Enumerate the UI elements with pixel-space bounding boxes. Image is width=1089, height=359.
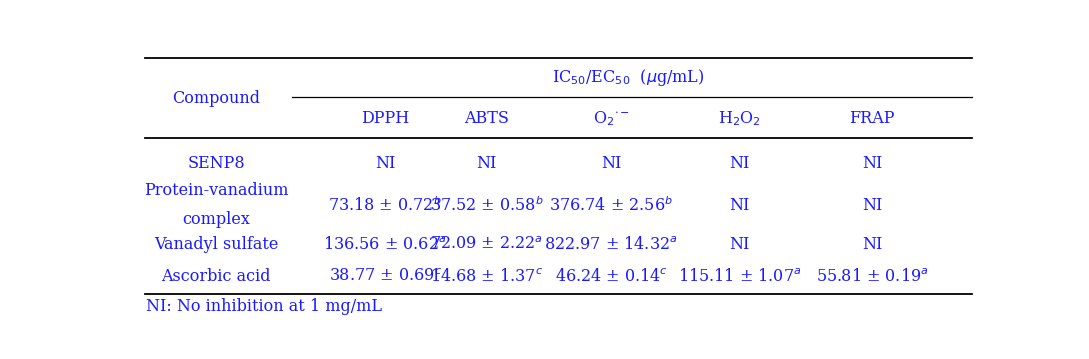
Text: NI: NI <box>730 236 749 253</box>
Text: NI: NI <box>730 197 749 214</box>
Text: 73.18 ± 0.72$^{b}$: 73.18 ± 0.72$^{b}$ <box>328 196 442 215</box>
Text: ABTS: ABTS <box>464 110 509 127</box>
Text: 376.74 ± 2.56$^{b}$: 376.74 ± 2.56$^{b}$ <box>549 196 673 215</box>
Text: 136.56 ± 0.62$^{a}$: 136.56 ± 0.62$^{a}$ <box>323 236 446 253</box>
Text: Ascorbic acid: Ascorbic acid <box>161 268 271 285</box>
Text: complex: complex <box>182 211 250 228</box>
Text: 55.81 ± 0.19$^{a}$: 55.81 ± 0.19$^{a}$ <box>816 268 929 285</box>
Text: NI: NI <box>476 155 497 172</box>
Text: 37.52 ± 0.58$^{b}$: 37.52 ± 0.58$^{b}$ <box>429 196 543 215</box>
Text: Protein-vanadium: Protein-vanadium <box>144 182 289 200</box>
Text: SENP8: SENP8 <box>187 155 245 172</box>
Text: Vanadyl sulfate: Vanadyl sulfate <box>155 236 279 253</box>
Text: NI: NI <box>861 236 882 253</box>
Text: NI: NI <box>375 155 395 172</box>
Text: 14.68 ± 1.37$^{c}$: 14.68 ± 1.37$^{c}$ <box>430 268 543 285</box>
Text: O$_2$$^{\cdot -}$: O$_2$$^{\cdot -}$ <box>592 109 629 127</box>
Text: NI: NI <box>601 155 622 172</box>
Text: 72.09 ± 2.22$^{a}$: 72.09 ± 2.22$^{a}$ <box>430 236 542 253</box>
Text: NI: NI <box>730 155 749 172</box>
Text: IC$_{50}$/EC$_{50}$  ($\mu$g/mL): IC$_{50}$/EC$_{50}$ ($\mu$g/mL) <box>552 67 705 88</box>
Text: 822.97 ± 14.32$^{a}$: 822.97 ± 14.32$^{a}$ <box>544 236 678 253</box>
Text: 115.11 ± 1.07$^{a}$: 115.11 ± 1.07$^{a}$ <box>677 268 802 285</box>
Text: H$_2$O$_2$: H$_2$O$_2$ <box>718 109 761 127</box>
Text: NI: NI <box>861 155 882 172</box>
Text: FRAP: FRAP <box>849 110 895 127</box>
Text: Compound: Compound <box>172 90 260 107</box>
Text: 38.77 ± 0.69$^{c}$: 38.77 ± 0.69$^{c}$ <box>329 268 442 285</box>
Text: NI: No inhibition at 1 mg/mL: NI: No inhibition at 1 mg/mL <box>146 298 382 315</box>
Text: 46.24 ± 0.14$^{c}$: 46.24 ± 0.14$^{c}$ <box>555 268 668 285</box>
Text: DPPH: DPPH <box>360 110 409 127</box>
Text: NI: NI <box>861 197 882 214</box>
